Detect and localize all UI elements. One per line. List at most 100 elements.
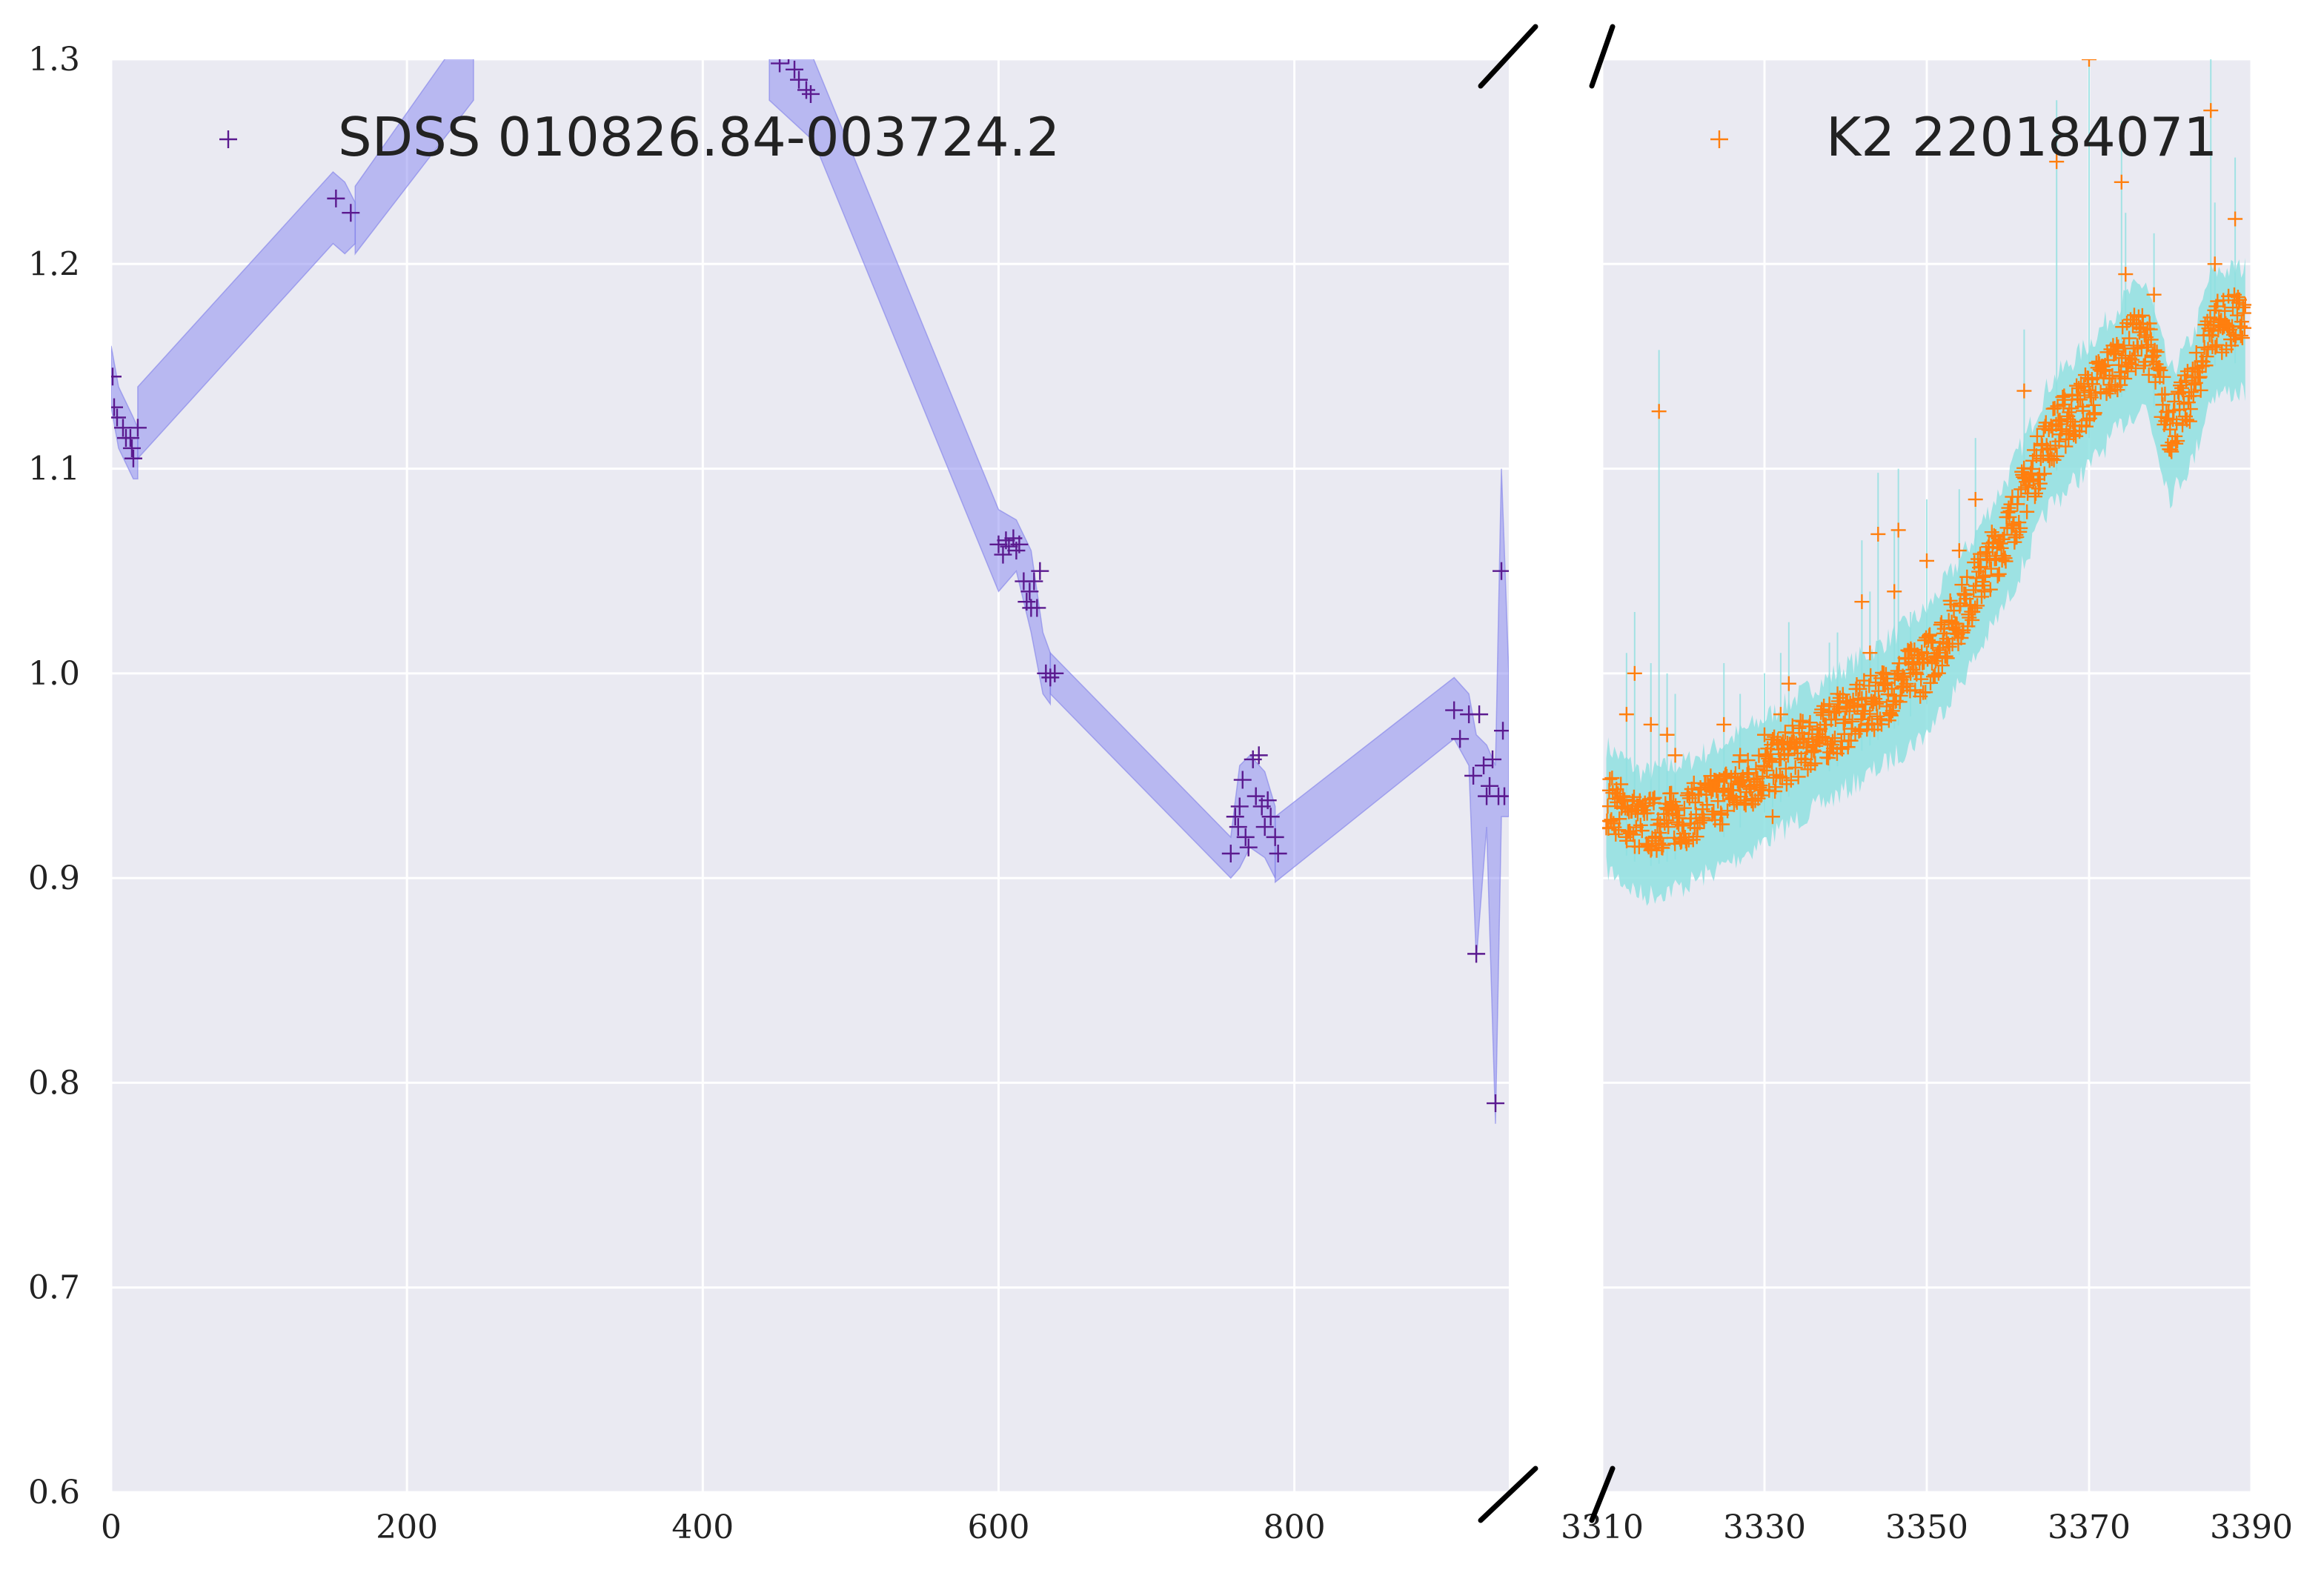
sdss-data-point bbox=[797, 81, 816, 99]
sdss-data-point bbox=[1041, 668, 1060, 687]
sdss-data-point bbox=[1249, 746, 1268, 765]
k2-data-point bbox=[2199, 349, 2214, 365]
k2-data-point bbox=[2046, 452, 2062, 468]
k2-outlier-point bbox=[2114, 174, 2129, 190]
k2-outlier-point bbox=[1890, 522, 1906, 538]
k2-data-point bbox=[2013, 520, 2028, 536]
k2-data-point bbox=[2011, 489, 2026, 505]
k2-outlier-point bbox=[2082, 59, 2096, 67]
k2-outlier-point bbox=[1830, 686, 1845, 702]
k2-data-point bbox=[2045, 422, 2060, 438]
k2-data-point bbox=[1639, 805, 1655, 821]
right-x-tick-label: 3370 bbox=[2048, 1508, 2131, 1546]
k2-outlier-point bbox=[1887, 584, 1902, 599]
k2-data-point bbox=[1705, 782, 1721, 797]
sdss-data-point bbox=[1261, 808, 1280, 826]
k2-outlier-point bbox=[1870, 526, 1886, 542]
k2-data-point bbox=[1922, 627, 1938, 642]
left-x-tick-label: 200 bbox=[376, 1508, 438, 1546]
k2-data-point bbox=[1783, 773, 1799, 788]
k2-data-point bbox=[1973, 559, 1989, 575]
legend-right-marker bbox=[1710, 130, 1728, 148]
sdss-band-segment bbox=[1274, 468, 1509, 1124]
legend-right-label: K2 220184071 bbox=[1826, 106, 2217, 168]
sdss-data-point bbox=[1031, 562, 1049, 580]
k2-data-point bbox=[2167, 393, 2182, 409]
left-x-tick-label: 600 bbox=[967, 1508, 1029, 1546]
k2-data-point bbox=[1932, 640, 1948, 656]
k2-data-point bbox=[2234, 330, 2250, 346]
k2-data-point bbox=[1878, 667, 1893, 682]
k2-data-point bbox=[2105, 367, 2120, 383]
k2-data-point bbox=[2237, 320, 2251, 336]
k2-outlier-point bbox=[1862, 645, 1878, 661]
left-plot-background bbox=[111, 59, 1509, 1492]
sdss-data-point bbox=[1470, 705, 1489, 724]
k2-data-point bbox=[2234, 314, 2249, 330]
break-mark-bottom-left bbox=[1478, 1466, 1538, 1523]
k2-data-point bbox=[1862, 678, 1877, 693]
k2-outlier-point bbox=[1643, 716, 1659, 732]
k2-data-point bbox=[1731, 754, 1747, 770]
sdss-band-segment bbox=[354, 59, 474, 256]
k2-data-point bbox=[2051, 413, 2066, 429]
k2-points bbox=[1602, 59, 2251, 858]
k2-data-point bbox=[1969, 571, 1985, 586]
k2-data-point bbox=[1942, 639, 1957, 654]
sdss-data-point bbox=[1229, 818, 1247, 836]
sdss-data-point bbox=[1269, 844, 1287, 862]
k2-data-point bbox=[1751, 748, 1767, 763]
sdss-data-point bbox=[1230, 797, 1249, 816]
sdss-data-point bbox=[1255, 818, 1274, 836]
k2-data-point bbox=[1913, 671, 1929, 687]
left-x-tick-label: 800 bbox=[1264, 1508, 1326, 1546]
k2-data-point bbox=[2050, 399, 2065, 414]
k2-data-point bbox=[2209, 337, 2225, 353]
k2-data-point bbox=[1845, 713, 1860, 729]
k2-data-point bbox=[2059, 425, 2074, 441]
k2-data-point bbox=[1619, 833, 1635, 848]
k2-data-point bbox=[1641, 839, 1656, 855]
k2-data-point bbox=[1699, 797, 1715, 813]
sdss-data-point bbox=[1236, 828, 1255, 846]
k2-data-point bbox=[2193, 382, 2208, 398]
left-y-tick-label: 1.2 bbox=[28, 245, 80, 283]
k2-data-point bbox=[1802, 715, 1818, 731]
k2-data-point bbox=[1977, 568, 1993, 583]
k2-data-point bbox=[1612, 811, 1627, 827]
k2-data-point bbox=[2032, 476, 2048, 491]
k2-data-point bbox=[2153, 362, 2168, 378]
left-x-tick-label: 400 bbox=[671, 1508, 734, 1546]
k2-data-point bbox=[2109, 336, 2125, 352]
k2-data-point bbox=[1954, 577, 1970, 593]
sdss-data-point bbox=[327, 189, 345, 207]
legend-right: K2 220184071 bbox=[1710, 106, 2217, 168]
k2-outlier-point bbox=[1716, 716, 1732, 732]
k2-data-point bbox=[1959, 569, 1975, 585]
left-y-tick-label: 0.7 bbox=[28, 1269, 80, 1307]
k2-outlier-point bbox=[2146, 287, 2162, 302]
k2-data-point bbox=[1827, 731, 1842, 746]
k2-data-point bbox=[2076, 403, 2091, 419]
k2-data-point bbox=[1740, 753, 1756, 768]
k2-data-point bbox=[1998, 553, 2013, 569]
left-y-tick-label: 0.6 bbox=[28, 1474, 80, 1511]
sdss-data-point bbox=[786, 60, 804, 79]
k2-data-point bbox=[1626, 789, 1641, 805]
k2-data-point bbox=[2178, 373, 2194, 388]
k2-data-point bbox=[2157, 386, 2173, 402]
k2-data-point bbox=[2237, 297, 2251, 313]
k2-data-point bbox=[2182, 413, 2197, 429]
k2-data-point bbox=[1656, 837, 1671, 853]
sdss-data-point bbox=[128, 419, 147, 437]
k2-outlier-point bbox=[1822, 696, 1837, 712]
k2-data-point bbox=[2036, 466, 2052, 482]
k2-data-point bbox=[1706, 804, 1722, 819]
sdss-band-segment bbox=[768, 59, 1052, 706]
k2-data-point bbox=[2047, 401, 2062, 416]
sdss-data-point bbox=[1484, 750, 1502, 768]
k2-data-point bbox=[2224, 338, 2240, 353]
k2-data-point bbox=[1634, 823, 1650, 839]
k2-data-point bbox=[1676, 800, 1692, 816]
k2-data-point bbox=[2064, 401, 2079, 416]
